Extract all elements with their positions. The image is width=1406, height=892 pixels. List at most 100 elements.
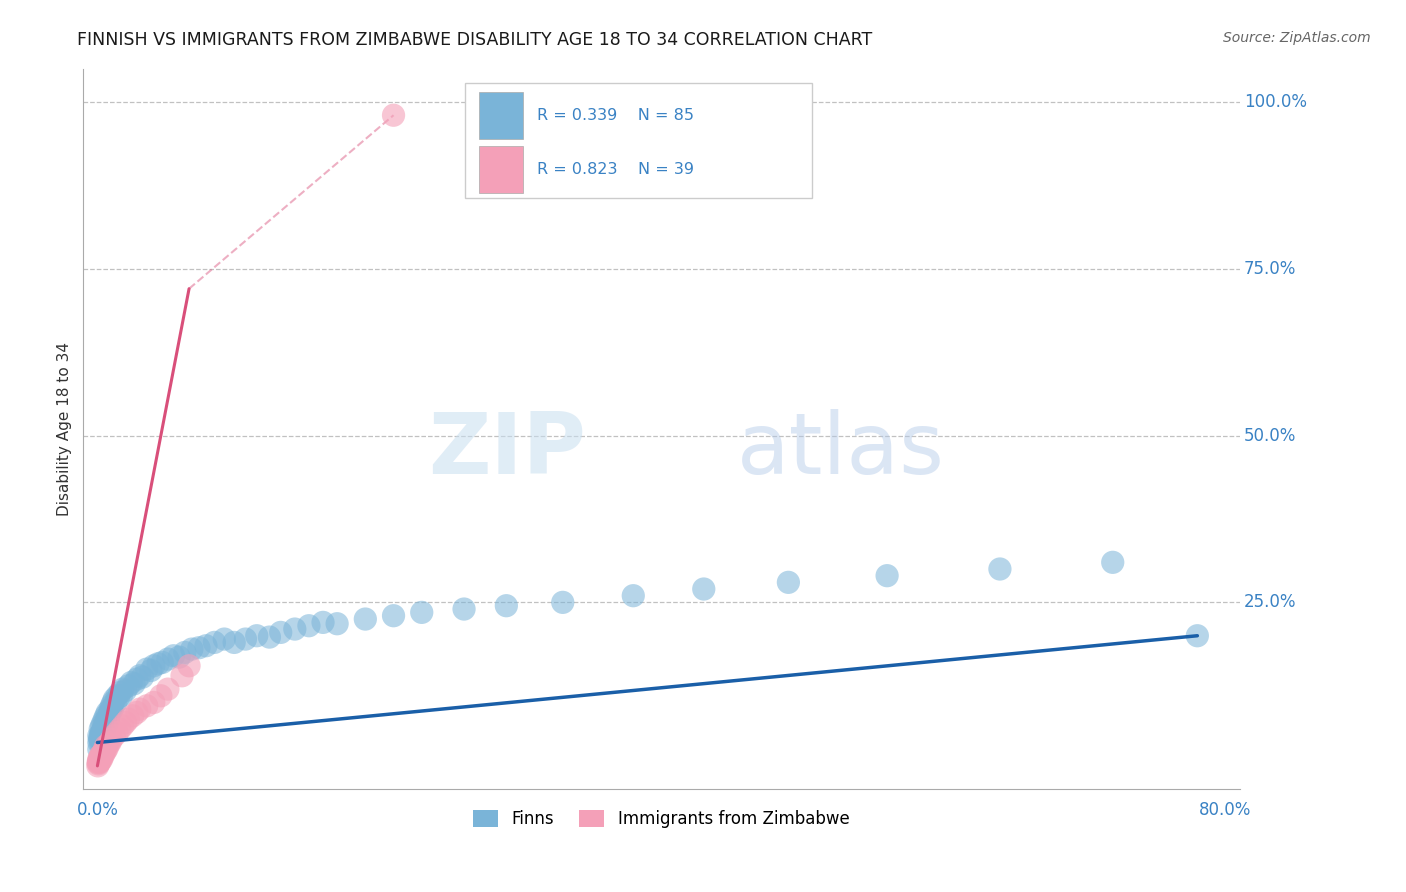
Point xyxy=(98,702,121,716)
Point xyxy=(87,742,110,756)
Point xyxy=(214,632,236,646)
Point xyxy=(150,656,173,670)
Point xyxy=(111,719,134,733)
Point xyxy=(120,675,142,690)
Point xyxy=(90,719,112,733)
Point xyxy=(1101,555,1123,569)
Point xyxy=(128,702,150,716)
Point xyxy=(142,696,165,710)
Point xyxy=(453,602,475,616)
Point xyxy=(142,658,165,673)
Point xyxy=(105,689,128,703)
Point xyxy=(90,725,112,739)
Point xyxy=(146,657,169,671)
Point xyxy=(98,735,121,749)
Point xyxy=(89,754,111,768)
Point xyxy=(131,670,153,684)
Point xyxy=(194,639,217,653)
Point xyxy=(108,722,131,736)
Point xyxy=(94,719,117,733)
Point xyxy=(93,722,115,736)
Point xyxy=(173,645,195,659)
Point xyxy=(93,719,115,733)
Point xyxy=(326,616,349,631)
Point xyxy=(87,735,110,749)
Text: ZIP: ZIP xyxy=(429,409,586,492)
Point xyxy=(93,725,115,739)
Point xyxy=(93,742,115,756)
Point xyxy=(117,712,139,726)
Point xyxy=(125,706,148,720)
Point xyxy=(105,725,128,739)
Point xyxy=(98,706,121,720)
Point xyxy=(97,737,120,751)
Point xyxy=(693,582,716,596)
Point xyxy=(204,635,226,649)
Point xyxy=(156,652,179,666)
Point xyxy=(270,625,292,640)
Point xyxy=(93,712,115,726)
Point xyxy=(224,635,246,649)
Text: 25.0%: 25.0% xyxy=(1244,593,1296,611)
Text: Source: ZipAtlas.com: Source: ZipAtlas.com xyxy=(1223,31,1371,45)
Point xyxy=(87,756,110,770)
Point xyxy=(91,748,114,763)
Point xyxy=(100,703,122,717)
Text: R = 0.339    N = 85: R = 0.339 N = 85 xyxy=(537,108,693,123)
Point xyxy=(90,729,112,743)
Point xyxy=(411,606,433,620)
Point xyxy=(104,696,127,710)
Point xyxy=(114,683,136,698)
Point xyxy=(312,615,335,630)
Text: atlas: atlas xyxy=(737,409,945,492)
Text: 0.0%: 0.0% xyxy=(76,801,118,819)
FancyBboxPatch shape xyxy=(479,146,523,193)
Point xyxy=(94,715,117,730)
Point xyxy=(96,715,118,730)
Point xyxy=(97,708,120,723)
Point xyxy=(551,595,574,609)
Point xyxy=(101,701,124,715)
FancyBboxPatch shape xyxy=(465,83,811,198)
Point xyxy=(180,642,202,657)
Point xyxy=(91,715,114,730)
Point xyxy=(135,662,157,676)
Point xyxy=(876,568,898,582)
Point xyxy=(89,732,111,747)
Point xyxy=(177,658,200,673)
Point xyxy=(139,664,162,678)
Y-axis label: Disability Age 18 to 34: Disability Age 18 to 34 xyxy=(58,342,72,516)
Point xyxy=(156,682,179,697)
Text: 75.0%: 75.0% xyxy=(1244,260,1296,277)
Text: 80.0%: 80.0% xyxy=(1199,801,1251,819)
Text: 50.0%: 50.0% xyxy=(1244,426,1296,444)
Point xyxy=(96,712,118,726)
Text: R = 0.823    N = 39: R = 0.823 N = 39 xyxy=(537,162,693,177)
Point xyxy=(89,750,111,764)
Point xyxy=(284,622,307,636)
Point xyxy=(89,752,111,766)
Point xyxy=(235,632,257,646)
Point xyxy=(101,696,124,710)
Point xyxy=(89,729,111,743)
Point xyxy=(94,743,117,757)
Point xyxy=(110,689,132,703)
Point xyxy=(170,669,193,683)
Point xyxy=(87,756,110,771)
Point xyxy=(91,722,114,736)
FancyBboxPatch shape xyxy=(479,92,523,138)
Point xyxy=(122,677,145,691)
Point xyxy=(90,752,112,766)
Point xyxy=(135,698,157,713)
Point xyxy=(167,650,190,665)
Point xyxy=(89,748,111,763)
Point xyxy=(621,589,644,603)
Point xyxy=(87,756,110,770)
Point xyxy=(90,747,112,762)
Point xyxy=(114,715,136,730)
Point xyxy=(93,746,115,760)
Point xyxy=(121,708,143,723)
Point xyxy=(94,739,117,753)
Point xyxy=(382,608,405,623)
Point xyxy=(87,759,110,773)
